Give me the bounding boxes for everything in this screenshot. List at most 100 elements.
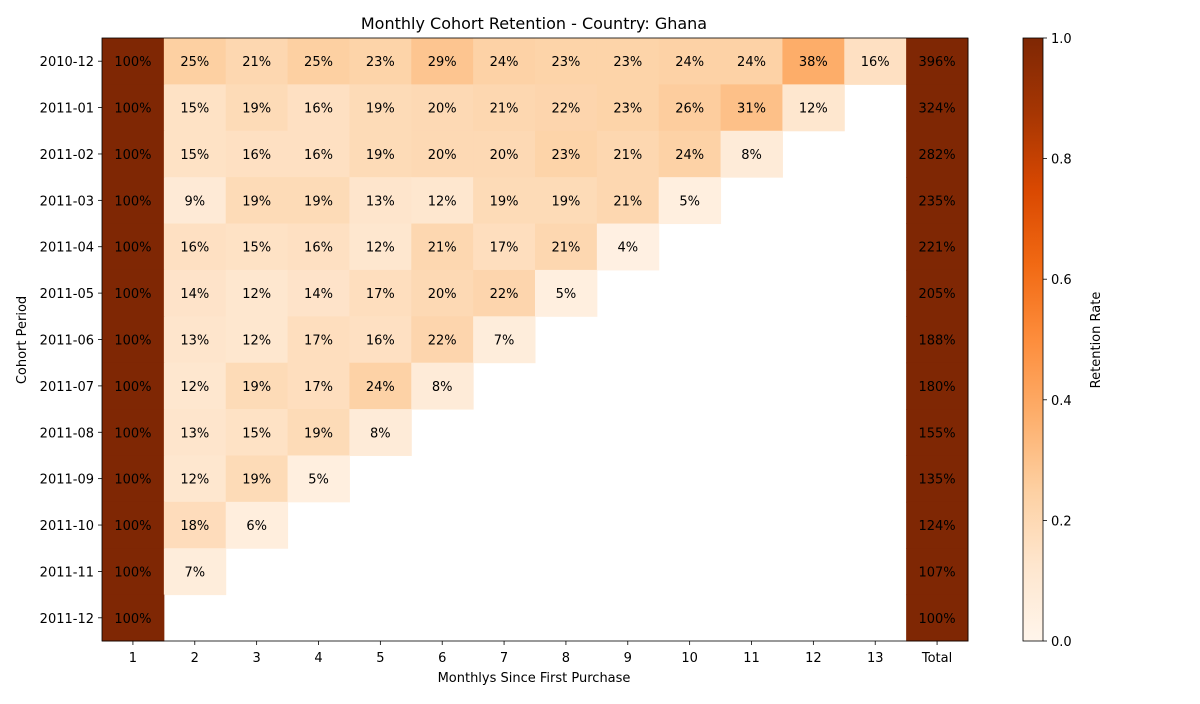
heatmap-cell <box>163 177 227 225</box>
heatmap-cell-label: 5% <box>308 473 329 488</box>
y-axis-ticks: 2010-12 2011-01 2011-02 2011-03 2011-04 2011-… <box>40 55 102 627</box>
heatmap-cell-label: 235% <box>918 194 955 209</box>
heatmap-cell <box>225 177 289 225</box>
heatmap-cell <box>102 501 165 549</box>
x-tick-label: 7 <box>500 651 508 666</box>
heatmap-cell <box>411 223 474 271</box>
heatmap-cell <box>906 455 969 503</box>
colorbar-tick-label: 1.0 <box>1051 32 1072 47</box>
heatmap-cell-label: 19% <box>242 102 271 117</box>
heatmap-cell <box>163 38 227 85</box>
y-tick-label: 2010-12 <box>40 55 94 70</box>
heatmap-cell-label: 13% <box>366 194 395 209</box>
heatmap-cell <box>535 130 598 178</box>
heatmap-cell-label: 12% <box>242 334 271 349</box>
heatmap-cell-label: 16% <box>861 55 890 70</box>
heatmap-cell-label: 16% <box>304 102 333 117</box>
heatmap-cell-label: 205% <box>918 287 955 302</box>
heatmap-cell <box>596 84 660 132</box>
heatmap-cell-label: 23% <box>366 55 395 70</box>
heatmap-cell <box>349 177 412 225</box>
heatmap-cell <box>225 130 289 178</box>
heatmap-cell-label: 8% <box>370 426 391 441</box>
heatmap-cell <box>225 269 289 317</box>
heatmap-cell-label: 100% <box>114 55 151 70</box>
heatmap-cell <box>102 362 165 410</box>
heatmap-cell <box>225 362 289 410</box>
heatmap-cell <box>658 38 722 85</box>
heatmap-cell-label: 12% <box>242 287 271 302</box>
y-tick-label: 2011-11 <box>40 565 94 580</box>
chart-title: Monthly Cohort Retention - Country: Ghan… <box>361 14 707 33</box>
heatmap-cell-label: 19% <box>304 194 333 209</box>
y-tick-label: 2011-12 <box>40 612 94 627</box>
heatmap-cell <box>596 177 660 225</box>
heatmap-cell <box>906 594 969 642</box>
heatmap-cell <box>720 84 783 132</box>
x-tick-label: 11 <box>743 651 760 666</box>
heatmap-cell <box>349 362 412 410</box>
heatmap-cell-label: 24% <box>675 148 704 163</box>
heatmap-cell <box>287 269 350 317</box>
heatmap-cell-label: 23% <box>551 148 580 163</box>
heatmap-cell-label: 19% <box>242 380 271 395</box>
heatmap-cell-label: 8% <box>741 148 762 163</box>
heatmap-cell-label: 12% <box>428 194 457 209</box>
heatmap-cell <box>782 38 845 85</box>
heatmap-cell-label: 19% <box>366 102 395 117</box>
x-axis-ticks: 1 2 3 4 5 6 7 8 9 10 11 12 13 Total <box>129 641 952 666</box>
heatmap-cell <box>596 223 660 271</box>
heatmap-cell <box>102 223 165 271</box>
x-tick-label: 4 <box>314 651 322 666</box>
y-tick-label: 2011-05 <box>40 287 94 302</box>
heatmap-cell <box>287 38 350 85</box>
heatmap-cell-label: 19% <box>366 148 395 163</box>
heatmap-cell <box>287 84 350 132</box>
y-tick-label: 2011-10 <box>40 519 94 534</box>
heatmap-cell-label: 100% <box>114 519 151 534</box>
heatmap-cell-label: 19% <box>304 426 333 441</box>
heatmap-cell <box>906 409 969 456</box>
heatmap-cell <box>473 316 536 364</box>
heatmap-cell-label: 155% <box>918 426 955 441</box>
heatmap-cell <box>163 269 227 317</box>
heatmap-cell <box>102 38 165 85</box>
x-tick-label: 3 <box>253 651 261 666</box>
x-tick-label: 5 <box>376 651 384 666</box>
heatmap-cell-label: 4% <box>617 241 638 256</box>
heatmap-cell-label: 20% <box>490 148 519 163</box>
heatmap-cell <box>102 455 165 503</box>
colorbar-tick-label: 0.2 <box>1051 514 1072 529</box>
heatmap-cell-label: 22% <box>551 102 580 117</box>
heatmap-cell <box>473 38 536 85</box>
heatmap-cell <box>225 409 289 456</box>
heatmap-cell <box>287 316 350 364</box>
heatmap-cell <box>473 269 536 317</box>
heatmap-cell-label: 100% <box>114 194 151 209</box>
heatmap-cell-label: 100% <box>114 334 151 349</box>
heatmap-cell-label: 100% <box>114 612 151 627</box>
heatmap-cell <box>163 84 227 132</box>
heatmap-cell-label: 20% <box>428 102 457 117</box>
colorbar-tick-label: 0.4 <box>1051 394 1072 409</box>
heatmap-cell <box>349 269 412 317</box>
heatmap-cell <box>225 316 289 364</box>
heatmap-cell-label: 22% <box>428 334 457 349</box>
x-tick-label: 13 <box>867 651 884 666</box>
y-tick-label: 2011-01 <box>40 102 94 117</box>
heatmap-cell <box>411 269 474 317</box>
heatmap-cell-label: 16% <box>242 148 271 163</box>
heatmap-cell <box>163 130 227 178</box>
heatmap-cell <box>658 130 722 178</box>
heatmap-cell <box>411 177 474 225</box>
heatmap-cell <box>225 455 289 503</box>
x-tick-label: 10 <box>681 651 698 666</box>
heatmap-cell <box>163 362 227 410</box>
heatmap-cell-label: 135% <box>918 473 955 488</box>
heatmap-cell <box>906 501 969 549</box>
x-tick-label: 6 <box>438 651 446 666</box>
heatmap-cell-label: 16% <box>366 334 395 349</box>
heatmap-cell <box>411 362 474 410</box>
heatmap-cell-label: 188% <box>918 334 955 349</box>
